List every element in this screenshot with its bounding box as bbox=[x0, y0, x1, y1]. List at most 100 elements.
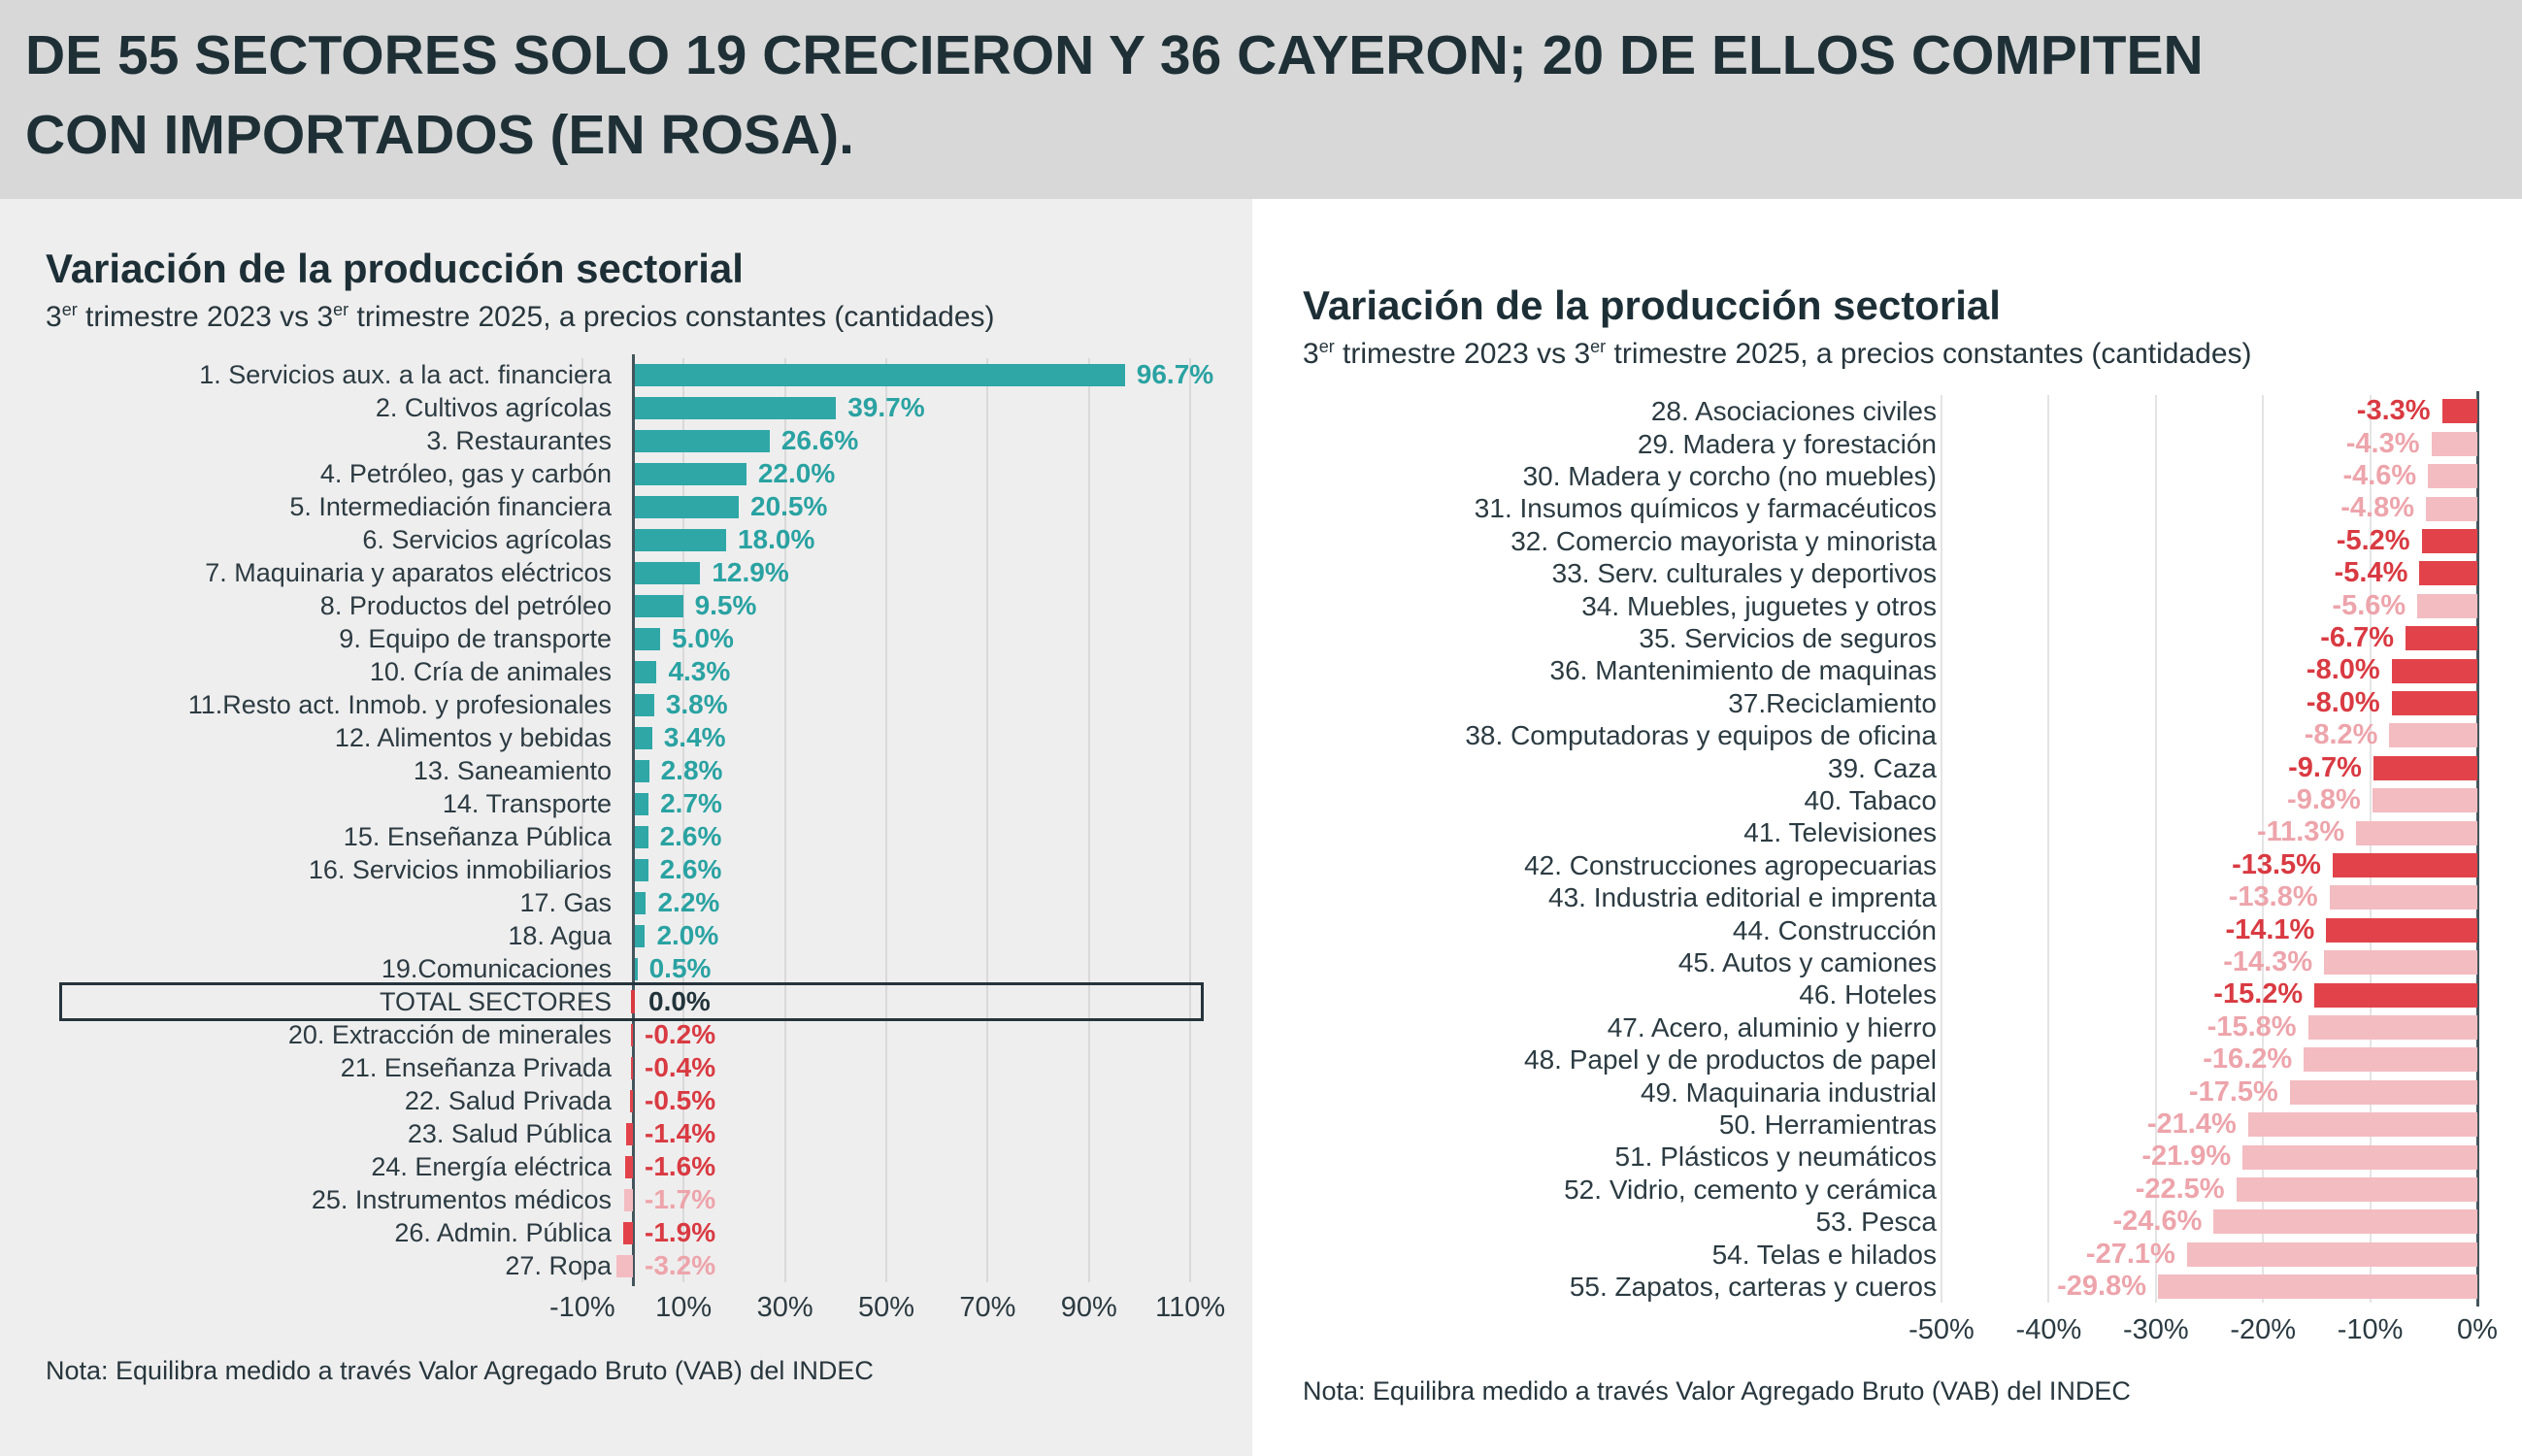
bar bbox=[635, 627, 661, 650]
bar bbox=[2289, 1079, 2477, 1105]
value-label: 5.0% bbox=[672, 623, 734, 654]
bar bbox=[635, 792, 649, 815]
zero-axis-line bbox=[632, 354, 635, 1287]
row-label: 16. Servicios inmobiliarios bbox=[308, 855, 612, 885]
row-label: 46. Hoteles bbox=[1799, 979, 1937, 1010]
chart-title: Variación de la producción sectorial bbox=[1303, 282, 2001, 328]
value-label: 0.5% bbox=[648, 953, 712, 984]
value-label: 2.2% bbox=[657, 887, 720, 918]
value-label: 2.6% bbox=[659, 821, 722, 852]
row-label: 9. Equipo de transporte bbox=[339, 624, 612, 654]
row-label: 36. Mantenimiento de maquinas bbox=[1549, 655, 1937, 686]
value-label: -8.2% bbox=[2304, 719, 2378, 751]
bar bbox=[2356, 820, 2477, 845]
value-label: -13.5% bbox=[2232, 848, 2321, 880]
gridline bbox=[2262, 395, 2265, 1304]
value-label: -14.1% bbox=[2225, 913, 2315, 945]
bar bbox=[635, 891, 647, 914]
chart-note: Nota: Equilibra medido a través Valor Ag… bbox=[46, 1356, 874, 1386]
row-label: 55. Zapatos, carteras y cueros bbox=[1569, 1272, 1937, 1303]
bar bbox=[635, 825, 648, 848]
axis-tick-label: -40% bbox=[2015, 1314, 2082, 1346]
row-label: 54. Telas e hilados bbox=[1711, 1239, 1937, 1270]
row-label: 50. Herramientras bbox=[1718, 1109, 1937, 1141]
bar bbox=[635, 693, 654, 716]
bar bbox=[635, 363, 1125, 386]
bar-chart-growth-and-decline: -10% 10% 30% 50% 70% 90% 110% 1. Servicios aux.… bbox=[44, 354, 1233, 1340]
value-label: -3.3% bbox=[2356, 395, 2431, 427]
right-chart-panel: Variación de la producción sectorial 3er… bbox=[1252, 199, 2522, 1456]
row-label: 10. Cría de animales bbox=[369, 657, 612, 687]
row-label: 20. Extracción de minerales bbox=[287, 1020, 612, 1050]
total-sectores-box bbox=[59, 982, 1204, 1022]
value-label: 20.5% bbox=[750, 491, 828, 522]
left-chart-panel: Variación de la producción sectorial 3er… bbox=[0, 199, 1252, 1456]
row-label: 43. Industria editorial e imprenta bbox=[1548, 882, 1937, 913]
axis-tick-label: -10% bbox=[548, 1292, 615, 1324]
bar bbox=[635, 957, 638, 980]
bar bbox=[2329, 885, 2477, 910]
row-label: 39. Caza bbox=[1827, 752, 1937, 783]
bar-chart-declines: -50% -40% -30% -20% -10% 0% 28. Asociaciones c… bbox=[1301, 391, 2498, 1361]
gridline bbox=[1941, 395, 1942, 1304]
axis-tick-label: 90% bbox=[1060, 1292, 1117, 1324]
row-label: 6. Servicios agrícolas bbox=[362, 525, 612, 555]
value-label: -27.1% bbox=[2085, 1238, 2175, 1270]
bar bbox=[2441, 399, 2477, 424]
value-label: -1.4% bbox=[645, 1118, 716, 1149]
row-label: 25. Instrumentos médicos bbox=[311, 1185, 612, 1215]
bar bbox=[2324, 950, 2477, 976]
value-label: -6.7% bbox=[2320, 622, 2395, 654]
value-label: 22.0% bbox=[757, 458, 836, 489]
value-label: -5.6% bbox=[2332, 589, 2406, 621]
bar bbox=[635, 561, 701, 584]
row-label: 40. Tabaco bbox=[1804, 785, 1938, 816]
value-label: -8.0% bbox=[2306, 654, 2380, 686]
bar bbox=[2247, 1112, 2477, 1138]
value-label: 2.8% bbox=[660, 755, 723, 786]
value-label: -15.8% bbox=[2207, 1010, 2297, 1042]
value-label: -1.9% bbox=[645, 1217, 716, 1248]
row-label: 22. Salud Privada bbox=[404, 1086, 612, 1116]
row-label: 44. Construcción bbox=[1732, 914, 1937, 945]
bar bbox=[2373, 755, 2477, 780]
bar bbox=[635, 759, 649, 782]
axis-tick-label: -20% bbox=[2230, 1314, 2297, 1346]
value-label: -0.2% bbox=[645, 1019, 716, 1050]
value-label: 2.7% bbox=[660, 788, 722, 819]
bar bbox=[2242, 1144, 2477, 1170]
bar bbox=[635, 396, 837, 419]
row-label: 45. Autos y camiones bbox=[1677, 947, 1937, 978]
value-label: -5.4% bbox=[2334, 557, 2408, 589]
bar bbox=[635, 528, 726, 551]
value-label: -17.5% bbox=[2188, 1075, 2278, 1108]
gridline bbox=[1189, 358, 1192, 1283]
value-label: -1.7% bbox=[645, 1184, 716, 1215]
row-label: 32. Comercio mayorista y minorista bbox=[1510, 525, 1937, 556]
bar bbox=[630, 1089, 633, 1112]
axis-tick-label: 50% bbox=[857, 1292, 915, 1324]
row-label: 1. Servicios aux. a la act. financiera bbox=[199, 360, 612, 390]
value-label: -24.6% bbox=[2112, 1206, 2203, 1238]
value-label: 4.3% bbox=[668, 656, 731, 687]
gridline bbox=[986, 358, 989, 1283]
bar bbox=[2304, 1047, 2477, 1073]
row-label: 3. Restaurantes bbox=[426, 426, 612, 456]
axis-tick-label: 0% bbox=[2457, 1314, 2498, 1346]
bar bbox=[2326, 917, 2477, 943]
bar bbox=[616, 1254, 633, 1277]
value-label: 2.0% bbox=[656, 920, 719, 951]
bar bbox=[2391, 658, 2477, 683]
value-label: -13.8% bbox=[2228, 881, 2318, 913]
row-label: 24. Energía eléctrica bbox=[371, 1152, 612, 1182]
gridline bbox=[2047, 395, 2050, 1304]
row-label: 14. Transporte bbox=[442, 789, 612, 819]
row-label: 28. Asociaciones civiles bbox=[1650, 396, 1937, 427]
bar bbox=[631, 1023, 633, 1046]
row-label: 35. Servicios de seguros bbox=[1639, 623, 1937, 654]
value-label: -4.6% bbox=[2342, 460, 2417, 492]
row-label: 30. Madera y corcho (no muebles) bbox=[1522, 461, 1937, 492]
value-label: 12.9% bbox=[712, 557, 789, 588]
value-label: -5.2% bbox=[2336, 524, 2410, 556]
total-zero-marker bbox=[631, 990, 635, 1014]
